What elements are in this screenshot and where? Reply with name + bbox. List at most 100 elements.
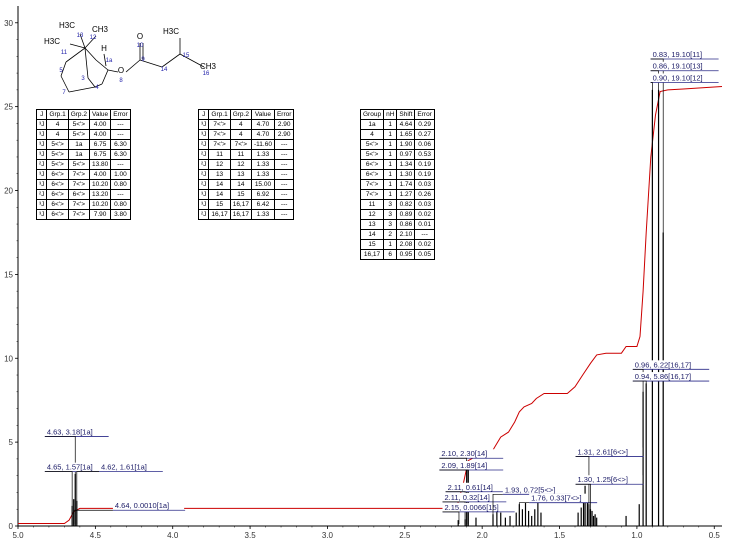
annotation-leader — [44, 471, 73, 524]
annotation-bg — [439, 460, 503, 470]
table-cell: 0.95 — [396, 249, 416, 260]
peak-annotation-label: 2.11, 0.32[14] — [444, 493, 489, 502]
annotation-bg — [632, 372, 709, 382]
table-cell: 0.80 — [110, 199, 131, 210]
atom-label: CH3 — [92, 25, 109, 34]
annotation-bg — [442, 492, 506, 502]
table-row: 6<'> 1 1.30 0.19 — [359, 169, 435, 180]
table-cell: 0.19 — [414, 169, 435, 180]
table-cell: 1.33 — [250, 169, 275, 180]
table-cell: 0.80 — [110, 179, 131, 190]
table-cell: 3 — [383, 219, 398, 230]
table-cell: 6.75 — [88, 139, 112, 150]
atom-number: 3 — [81, 76, 85, 82]
table-cell: 6.30 — [110, 149, 131, 160]
table-cell: 1 — [383, 119, 398, 130]
table-cell: 7<'> — [67, 209, 90, 220]
table-cell: 4 — [359, 129, 385, 140]
annotation-bg — [575, 475, 643, 485]
table-cell: 0.82 — [396, 199, 416, 210]
peak-annotation-label: 0.83, 19.10[11] — [653, 50, 703, 59]
table-cell: 6 — [383, 249, 398, 260]
atom-label: CH3 — [200, 62, 217, 71]
table-cell: 1.27 — [396, 189, 416, 200]
annotation-leader — [76, 471, 100, 524]
table-cell: 15 — [359, 239, 385, 250]
table-cell: 5<'> — [46, 139, 69, 150]
table-cell: 11 — [359, 199, 385, 210]
peak-annotation-label: 2.15, 0.0066[15] — [444, 503, 498, 512]
table-header-cell: Value — [88, 109, 112, 120]
table-cell: 11 — [208, 149, 231, 160]
table-cell: 2.08 — [396, 239, 416, 250]
table-cell: 13.80 — [88, 159, 112, 170]
annotation-bg — [529, 493, 597, 503]
table-cell: --- — [273, 179, 295, 190]
atom-number: 16 — [203, 71, 210, 77]
shift-table: Group nH Shift Error 1a 1 4.64 0.29 4 1 1.65 0.27 5<… — [359, 109, 435, 260]
table-cell: --- — [110, 189, 131, 200]
coupling-table-2: J Grp.1 Grp.2 Value Error ³J 7<'> 4 4.70 2.90 ³J 7<… — [197, 109, 295, 220]
table-cell: 13.20 — [88, 189, 112, 200]
table-header-cell: Value — [250, 109, 275, 120]
table-cell: 6<'> — [46, 199, 69, 210]
table-row: ²J 12 12 1.33 --- — [197, 159, 295, 170]
table-cell: 12 — [208, 159, 231, 170]
table-cell: --- — [414, 229, 435, 240]
table-cell: 16,17 — [208, 209, 231, 220]
table-header-cell: Error — [273, 109, 295, 120]
annotation-leader — [44, 436, 76, 524]
table-cell: 4.64 — [396, 119, 416, 130]
x-tick-label: 2.5 — [399, 531, 411, 540]
table-cell: --- — [110, 159, 131, 170]
table-cell: ³J — [35, 199, 48, 210]
table-cell: 14 — [208, 179, 231, 190]
table-cell: 13 — [229, 169, 252, 180]
annotation-bg — [99, 462, 162, 472]
y-tick-label: 10 — [4, 354, 13, 363]
annotation-leader — [575, 456, 590, 524]
table-cell: 0.05 — [414, 249, 435, 260]
table-cell: 5<'> — [67, 159, 90, 170]
table-cell: ²J — [197, 179, 210, 190]
table-row: 11 3 0.82 0.03 — [359, 199, 435, 210]
atom-number: 8 — [119, 78, 123, 84]
table-cell: 2.90 — [273, 119, 295, 130]
table-cell: 1.00 — [110, 169, 131, 180]
table-cell: 4 — [46, 119, 69, 130]
y-tick-label: 30 — [4, 19, 13, 28]
table-row: 4 1 1.65 0.27 — [359, 129, 435, 140]
table-row: ²J 6<'> 6<'> 13.20 --- — [35, 189, 131, 200]
table-cell: 6<'> — [359, 159, 385, 170]
table-cell: 1a — [359, 119, 385, 130]
table-cell: 12 — [359, 209, 385, 220]
table-cell: 12 — [229, 159, 252, 170]
table-header-cell: J — [197, 109, 210, 120]
table-cell: --- — [273, 139, 295, 150]
y-tick-label: 0 — [9, 522, 14, 531]
table-row: ³J 4 5<'> 4.00 --- — [35, 119, 131, 130]
atom-number: 12 — [90, 35, 97, 41]
table-cell: 6.92 — [250, 189, 275, 200]
table-cell: 4 — [229, 129, 252, 140]
table-cell: 7<'> — [67, 199, 90, 210]
table-row: ³J 6<'> 7<'> 10.20 0.80 — [35, 199, 131, 210]
atom-label: H3C — [59, 21, 75, 30]
table-row: ³J 4 5<'> 4.00 --- — [35, 129, 131, 140]
table-cell: 7<'> — [229, 139, 252, 150]
table-cell: ²J — [197, 159, 210, 170]
table-cell: ²J — [197, 169, 210, 180]
y-tick-label: 15 — [4, 270, 13, 279]
table-cell: 7<'> — [359, 189, 385, 200]
annotation-bg — [44, 427, 108, 437]
table-cell: 16,17 — [229, 209, 252, 220]
table-row: 14 2 2.10 --- — [359, 229, 435, 240]
table-cell: 7<'> — [67, 179, 90, 190]
table-cell: ³J — [35, 179, 48, 190]
peak-annotation-label: 1.31, 2.61[6<>] — [578, 448, 628, 457]
annotation-leader — [632, 368, 644, 524]
table-cell: ³J — [35, 209, 48, 220]
x-tick-label: 0.5 — [709, 531, 721, 540]
atom-number: 11 — [61, 50, 68, 56]
